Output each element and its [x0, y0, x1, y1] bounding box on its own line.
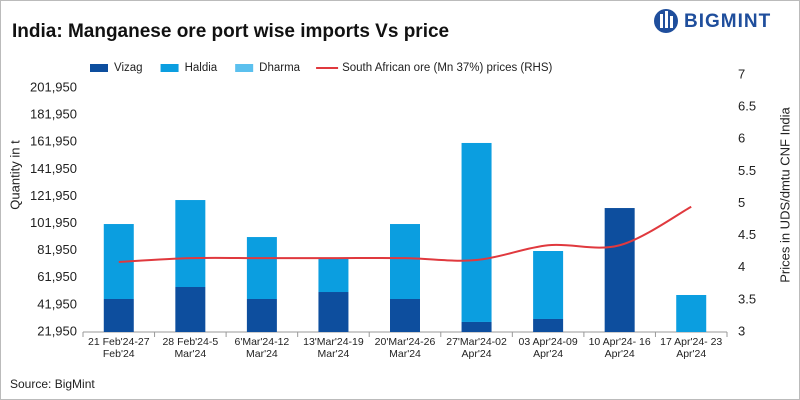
bar [318, 259, 349, 293]
x-tick-label: 21 Feb'24-27 Feb'24 [88, 336, 150, 360]
y-axis-label: Quantity in t [7, 140, 22, 210]
bar [246, 298, 277, 332]
x-tick-label: 27'Mar'24-02 Apr'24 [446, 336, 507, 360]
bar [533, 318, 564, 332]
y2-tick-label: 3 [738, 323, 745, 338]
legend-label: Vizag [114, 62, 143, 74]
bar [461, 142, 492, 322]
y-tick-label: 161,950 [30, 134, 77, 149]
bar [175, 286, 206, 332]
x-tick-line: 03 Apr'24-09 [519, 336, 578, 348]
legend-swatch [235, 64, 254, 72]
x-tick-line: 20'Mar'24-26 [375, 336, 436, 348]
bar [103, 298, 134, 332]
y-tick-label: 61,950 [37, 269, 77, 284]
x-tick-line: 10 Apr'24- 16 [589, 336, 651, 348]
y2-tick-label: 5.5 [738, 163, 756, 178]
x-tick-label: 10 Apr'24- 16 Apr'24 [589, 336, 651, 360]
legend-label: South African ore (Mn 37%) prices (RHS) [342, 62, 552, 74]
bar [461, 321, 492, 332]
x-tick-label: 03 Apr'24-09 Apr'24 [519, 336, 578, 360]
y2-axis-label: Prices in UDS/dmtu CNF India [777, 106, 792, 282]
y-tick-label: 81,950 [37, 242, 77, 257]
x-tick-line: Apr'24 [605, 348, 635, 360]
bar [390, 224, 420, 299]
x-tick-line: Apr'24 [676, 348, 706, 360]
x-tick-line: 6'Mar'24-12 [234, 336, 289, 348]
price-line [118, 205, 692, 263]
bar [533, 251, 564, 319]
legend-swatch [160, 64, 179, 72]
chart-title: India: Manganese ore port wise imports V… [12, 21, 449, 42]
legend-label: Dharma [259, 62, 301, 74]
x-tick-line: Apr'24 [462, 348, 492, 360]
bar [175, 200, 206, 287]
x-tick-line: 21 Feb'24-27 [88, 336, 150, 348]
bar [246, 237, 277, 299]
logo: BIGMINT [654, 9, 771, 33]
x-tick-label: 17 Apr'24- 23 Apr'24 [660, 336, 722, 360]
x-tick-label: 28 Feb'24-5 Mar'24 [162, 336, 218, 360]
x-tick-line: Mar'24 [318, 348, 350, 360]
y2-tick-label: 6 [738, 131, 745, 146]
x-tick-line: Feb'24 [103, 348, 135, 360]
y2-tick-label: 3.5 [738, 291, 756, 306]
x-tick-label: 6'Mar'24-12 Mar'24 [234, 336, 289, 360]
x-tick-label: 13'Mar'24-19 Mar'24 [303, 336, 364, 360]
x-tick-line: 17 Apr'24- 23 [660, 336, 722, 348]
bar [390, 298, 420, 332]
y-tick-label: 181,950 [30, 107, 77, 122]
x-tick-line: Apr'24 [533, 348, 563, 360]
y2-tick-label: 5 [738, 195, 745, 210]
x-tick-line: Mar'24 [246, 348, 278, 360]
bar [676, 294, 707, 332]
y-tick-label: 121,950 [30, 188, 77, 203]
x-tick-label: 20'Mar'24-26 Mar'24 [375, 336, 436, 360]
x-tick-line: 13'Mar'24-19 [303, 336, 364, 348]
legend-swatch [90, 64, 108, 72]
bar [318, 292, 349, 332]
bar [604, 208, 635, 332]
y2-tick-label: 4.5 [738, 227, 756, 242]
y2-tick-label: 6.5 [738, 99, 756, 114]
y-tick-label: 101,950 [30, 215, 77, 230]
source: Source: BigMint [10, 377, 95, 391]
x-tick-line: 28 Feb'24-5 [162, 336, 218, 348]
y2-tick-label: 7 [738, 66, 745, 81]
x-tick-line: Mar'24 [389, 348, 421, 360]
y2-tick-label: 4 [738, 259, 745, 274]
y-tick-label: 141,950 [30, 161, 77, 176]
brand: BIGMINT [684, 11, 771, 32]
x-tick-line: Mar'24 [174, 348, 206, 360]
y-tick-label: 21,950 [37, 323, 77, 338]
y-tick-label: 201,950 [30, 79, 77, 94]
y-tick-label: 41,950 [37, 296, 77, 311]
legend-label: Haldia [185, 62, 218, 74]
x-tick-line: 27'Mar'24-02 [446, 336, 507, 348]
